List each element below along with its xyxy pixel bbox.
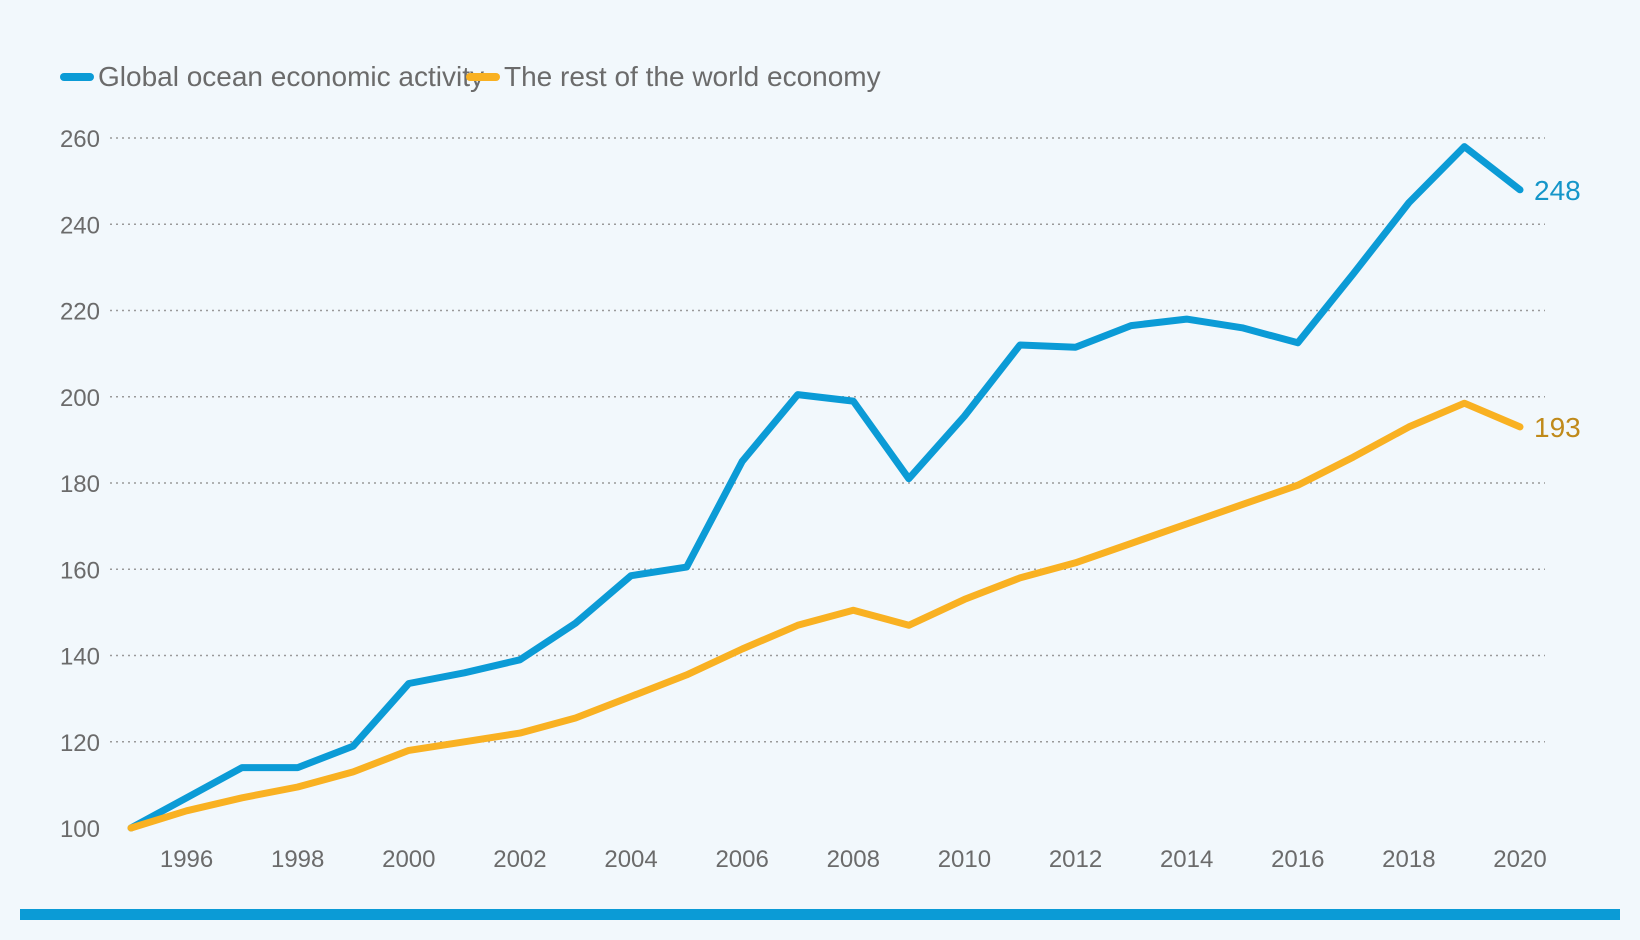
y-tick-label: 120 (60, 730, 100, 757)
series-end-labels: 248 193 (1534, 175, 1581, 443)
x-tick-label: 2006 (715, 846, 768, 873)
x-tick-label: 2008 (827, 846, 880, 873)
legend-item-rest[interactable]: The rest of the world economy (466, 61, 881, 92)
x-tick-label: 2014 (1160, 846, 1213, 873)
y-tick-label: 260 (60, 126, 100, 153)
x-tick-label: 1996 (160, 846, 213, 873)
bottom-accent-bar (20, 909, 1620, 920)
y-tick-label: 220 (60, 299, 100, 326)
x-axis-tick-labels: 1996 1998 2000 2002 2004 2006 2008 2010 2012 2014… (160, 846, 1547, 873)
x-tick-label: 2018 (1382, 846, 1435, 873)
end-label-rest: 193 (1534, 412, 1581, 443)
series-lines (127, 143, 1524, 832)
series-line-ocean[interactable] (127, 143, 1524, 832)
x-tick-label: 2010 (938, 846, 991, 873)
x-tick-label: 2016 (1271, 846, 1324, 873)
x-tick-label: 2012 (1049, 846, 1102, 873)
legend-item-ocean[interactable]: Global ocean economic activity (60, 61, 484, 92)
x-tick-label: 2020 (1493, 846, 1546, 873)
y-tick-label: 200 (60, 385, 100, 412)
x-tick-label: 1998 (271, 846, 324, 873)
y-tick-label: 100 (60, 816, 100, 843)
gridlines (110, 137, 1545, 743)
legend-label-rest: The rest of the world economy (504, 61, 881, 92)
y-axis-tick-labels: 100 120 140 160 180 200 220 240 260 (60, 126, 100, 843)
y-tick-label: 140 (60, 644, 100, 671)
y-tick-label: 240 (60, 212, 100, 239)
x-tick-label: 2002 (493, 846, 546, 873)
end-label-ocean: 248 (1534, 175, 1581, 206)
legend-label-ocean: Global ocean economic activity (98, 61, 484, 92)
x-tick-label: 2004 (604, 846, 657, 873)
x-tick-label: 2000 (382, 846, 435, 873)
series-line-rest[interactable] (127, 399, 1524, 832)
y-tick-label: 160 (60, 557, 100, 584)
y-tick-label: 180 (60, 471, 100, 498)
legend: Global ocean economic activity The rest … (60, 61, 881, 92)
